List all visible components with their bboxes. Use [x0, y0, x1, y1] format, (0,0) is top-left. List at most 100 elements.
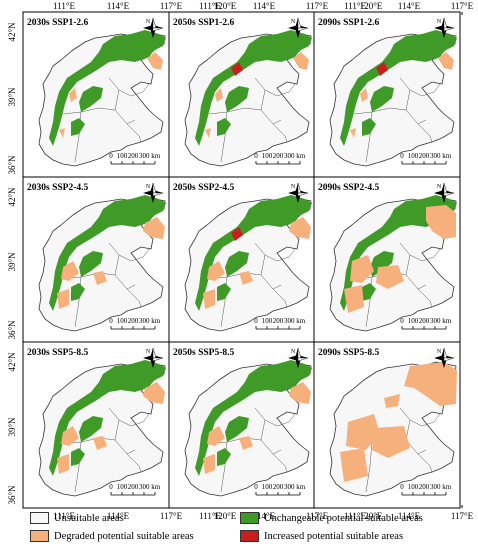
degraded-area	[404, 362, 457, 406]
north-label: N	[291, 349, 296, 355]
degraded-area	[239, 271, 253, 285]
province-boundary	[276, 248, 296, 262]
degraded-area	[426, 205, 456, 239]
legend-label-unsuitable: Unsuitable areas	[54, 512, 124, 524]
degraded-area	[57, 289, 69, 309]
scale-label: 300 km	[284, 317, 306, 325]
left-lat-label: 36°N	[7, 320, 17, 340]
north-label: N	[146, 19, 151, 25]
legend-item-unsuitable: Unsuitable areas	[30, 512, 124, 524]
unchangeable-area	[370, 86, 394, 112]
panel-title: 2030s SSP1-2.6	[27, 18, 88, 28]
unchangeable-area	[71, 448, 85, 466]
unchangeable-area	[217, 283, 231, 301]
scale-bar: 0 100 200 300 km	[254, 317, 306, 330]
legend-label-increased: Increased potential suitable areas	[264, 530, 404, 542]
unchangeable-area	[340, 195, 457, 311]
province-boundary	[126, 453, 142, 473]
degraded-area	[143, 217, 165, 239]
province-boundary	[114, 419, 136, 455]
scale-label: 200	[128, 317, 139, 325]
unchangeable-area	[49, 360, 166, 476]
degraded-area	[340, 448, 368, 482]
scale-label: 200	[419, 152, 430, 160]
unchangeable-area	[195, 195, 312, 311]
degraded-area	[59, 128, 65, 138]
scale-bar: 0 100 200 300 km	[400, 317, 452, 330]
map-panel: 2090s SSP2-4.5 N 0 100 200 300 km	[313, 176, 461, 343]
province-boundary	[130, 83, 150, 97]
top-lon-label: 111°E	[199, 1, 221, 11]
bottom-lon-label: 117°E	[306, 511, 329, 521]
scale-label: 100	[408, 152, 419, 160]
degraded-area	[203, 454, 215, 474]
north-label: N	[437, 349, 442, 355]
degraded-area	[61, 261, 79, 281]
legend-item-increased: Increased potential suitable areas	[240, 530, 403, 542]
province-boundary	[405, 254, 427, 290]
legend-swatch-unchangeable	[240, 512, 259, 524]
bottom-lon-label: 120°E	[214, 511, 237, 521]
bottom-lon-label: 114°E	[107, 511, 130, 521]
north-label: N	[437, 19, 442, 25]
province-boundary	[260, 254, 282, 290]
unchangeable-area	[71, 283, 85, 301]
top-lon-label: 117°E	[306, 1, 329, 11]
left-lat-label: 36°N	[7, 485, 17, 505]
panel-title: 2090s SSP1-2.6	[318, 18, 379, 28]
top-lon-label: 120°E	[214, 1, 237, 11]
panel-title: 2050s SSP1-2.6	[173, 18, 234, 28]
compass-rose-icon: N	[288, 182, 309, 203]
degraded-area	[346, 414, 380, 450]
legend-swatch-degraded	[30, 530, 49, 542]
north-label: N	[291, 184, 296, 190]
scale-label: 300 km	[430, 317, 452, 325]
scale-label: 300 km	[139, 483, 161, 491]
unchangeable-area	[340, 30, 457, 146]
scale-label: 200	[273, 317, 284, 325]
panel-title: 2050s SSP5-8.5	[173, 348, 234, 358]
compass-rose-icon: N	[434, 17, 455, 38]
degraded-area	[205, 128, 211, 138]
degraded-area	[376, 265, 404, 289]
degraded-area	[239, 436, 253, 450]
degraded-area	[350, 255, 374, 283]
province-boundary	[353, 107, 407, 115]
top-lon-label: 111°E	[53, 1, 75, 11]
province-boundary	[417, 123, 433, 143]
scale-label: 0	[400, 483, 404, 491]
scale-label: 200	[419, 483, 430, 491]
left-lat-label: 39°N	[7, 87, 17, 107]
unchangeable-area	[79, 86, 103, 112]
scale-label: 200	[128, 483, 139, 491]
scale-label: 300 km	[139, 152, 161, 160]
top-lon-label: 114°E	[253, 1, 276, 11]
north-label: N	[146, 349, 151, 355]
legend-swatch-increased	[240, 530, 259, 542]
left-lat-label: 39°N	[7, 252, 17, 272]
panel-title: 2030s SSP5-8.5	[27, 348, 88, 358]
unchangeable-area	[49, 30, 166, 146]
bottom-lon-label: 114°E	[253, 511, 276, 521]
bottom-lon-label: 111°E	[53, 511, 75, 521]
scale-label: 100	[117, 317, 128, 325]
legend-item-unchangeable: Unchangeable potential suitable areas	[240, 512, 423, 524]
unchangeable-area	[79, 251, 103, 277]
province-boundary	[130, 248, 150, 262]
degraded-area	[203, 289, 215, 309]
scale-label: 100	[262, 152, 273, 160]
panel-title: 2090s SSP5-8.5	[318, 348, 379, 358]
unchangeable-area	[217, 448, 231, 466]
map-panel: 2050s SSP2-4.5 N 0 100 200 300 km	[168, 176, 315, 343]
legend: Unsuitable areas Unchangeable potential …	[30, 512, 470, 548]
bottom-lon-label: 120°E	[360, 511, 383, 521]
degraded-area	[344, 285, 364, 313]
degraded-area	[207, 426, 225, 446]
map-panel: 2050s SSP1-2.6 N 0 100 200 300 km	[168, 11, 315, 178]
legend-item-degraded: Degraded potential suitable areas	[30, 530, 194, 542]
unchangeable-area	[71, 118, 85, 136]
province-boundary	[126, 288, 142, 308]
compass-rose-icon: N	[434, 347, 455, 368]
unchangeable-area	[195, 360, 312, 476]
compass-rose-icon: N	[143, 17, 164, 38]
